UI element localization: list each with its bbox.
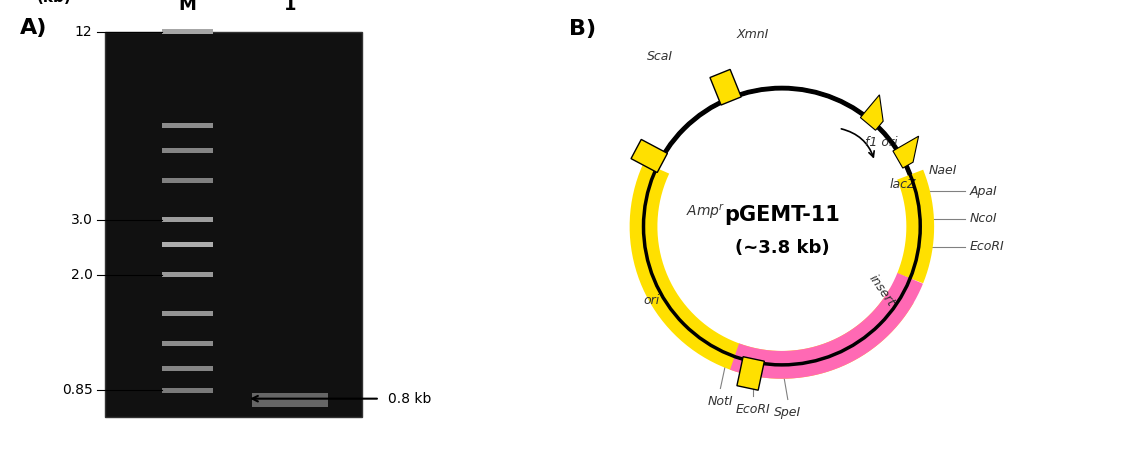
Bar: [162, 388, 213, 393]
Text: ApaI: ApaI: [970, 185, 998, 198]
Text: lacZ: lacZ: [890, 178, 917, 192]
Bar: [162, 366, 213, 371]
Text: EcoRI: EcoRI: [736, 403, 771, 416]
Text: Amp$^r$: Amp$^r$: [686, 202, 726, 221]
Text: (kb): (kb): [37, 0, 71, 5]
Text: 12: 12: [75, 25, 92, 39]
Bar: [162, 341, 213, 347]
Text: 2.0: 2.0: [71, 268, 92, 281]
Text: f1 ori: f1 ori: [865, 136, 898, 149]
Text: (~3.8 kb): (~3.8 kb): [735, 239, 829, 257]
Polygon shape: [893, 136, 919, 168]
Text: 3.0: 3.0: [71, 212, 92, 226]
Bar: [106, 32, 362, 417]
Bar: [162, 123, 213, 128]
Text: 1: 1: [284, 0, 296, 14]
Text: insert: insert: [866, 272, 897, 309]
Bar: [162, 311, 213, 316]
Bar: [162, 178, 213, 183]
Text: A): A): [20, 18, 47, 38]
Text: SpeI: SpeI: [774, 406, 801, 419]
Bar: [162, 29, 213, 34]
Text: pGEMT-11: pGEMT-11: [724, 205, 839, 225]
Text: NaeI: NaeI: [929, 164, 957, 177]
Bar: [162, 148, 213, 153]
Text: ori: ori: [644, 294, 660, 307]
Bar: [162, 241, 213, 247]
Polygon shape: [861, 95, 883, 130]
Text: 0.8 kb: 0.8 kb: [388, 392, 432, 406]
Text: 0.85: 0.85: [62, 383, 92, 397]
Text: NotI: NotI: [708, 395, 734, 409]
Polygon shape: [737, 357, 764, 390]
Text: M: M: [179, 0, 197, 14]
Text: B): B): [569, 19, 596, 39]
Bar: [252, 393, 328, 407]
Bar: [162, 272, 213, 277]
Polygon shape: [631, 140, 667, 173]
Polygon shape: [710, 69, 741, 105]
Text: ScaI: ScaI: [647, 50, 673, 63]
Text: EcoRI: EcoRI: [970, 241, 1005, 253]
Text: NcoI: NcoI: [970, 212, 997, 225]
Text: XmnI: XmnI: [736, 28, 768, 41]
Bar: [162, 217, 213, 222]
